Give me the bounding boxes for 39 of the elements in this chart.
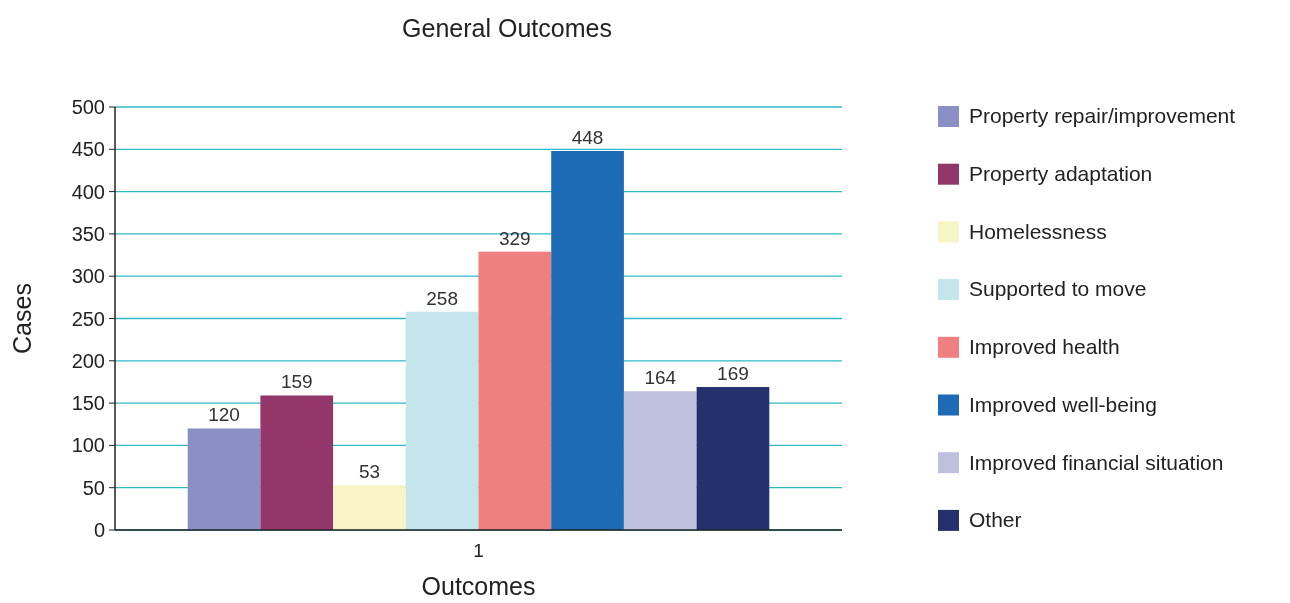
data-label: 448 (571, 126, 604, 148)
y-tick-label: 400 (71, 180, 105, 203)
y-tick-label: 250 (71, 307, 105, 330)
bar (478, 251, 552, 530)
bar (623, 391, 697, 530)
bar (551, 150, 624, 530)
bar (405, 311, 479, 530)
legend-label: Improved financial situation (969, 450, 1224, 474)
legend-label: Supported to move (969, 277, 1147, 301)
legend-label: Homelessness (969, 219, 1107, 243)
data-label: 120 (208, 404, 240, 426)
y-tick-label: 0 (93, 519, 105, 541)
legend-label: Other (969, 508, 1022, 532)
y-tick-label: 500 (71, 96, 105, 118)
legend-label: Property repair/improvement (969, 104, 1236, 128)
data-label: 329 (499, 227, 531, 249)
chart-title: General Outcomes (402, 14, 612, 42)
x-tick-label: 1 (473, 540, 484, 561)
y-tick-label: 350 (71, 222, 105, 245)
data-label: 169 (717, 363, 749, 385)
y-tick-label: 150 (71, 392, 105, 415)
y-tick-label: 200 (71, 349, 105, 372)
data-label: 258 (426, 287, 458, 309)
bar (333, 485, 406, 530)
legend-label: Property adaptation (969, 162, 1153, 186)
data-label: 159 (280, 371, 313, 393)
y-tick-label: 450 (71, 138, 105, 161)
y-tick-label: 50 (82, 476, 105, 499)
y-tick-label: 100 (71, 434, 105, 457)
y-axis-title: Cases (8, 283, 36, 354)
legend-label: Improved well-being (969, 392, 1157, 416)
legend-label: Improved health (969, 335, 1120, 359)
bar (187, 428, 261, 530)
data-label: 53 (358, 461, 381, 483)
bar (696, 387, 770, 530)
y-tick-label: 300 (71, 265, 105, 288)
x-axis-title: Outcomes (421, 572, 536, 600)
data-label: 164 (644, 367, 677, 389)
bar (260, 395, 334, 530)
